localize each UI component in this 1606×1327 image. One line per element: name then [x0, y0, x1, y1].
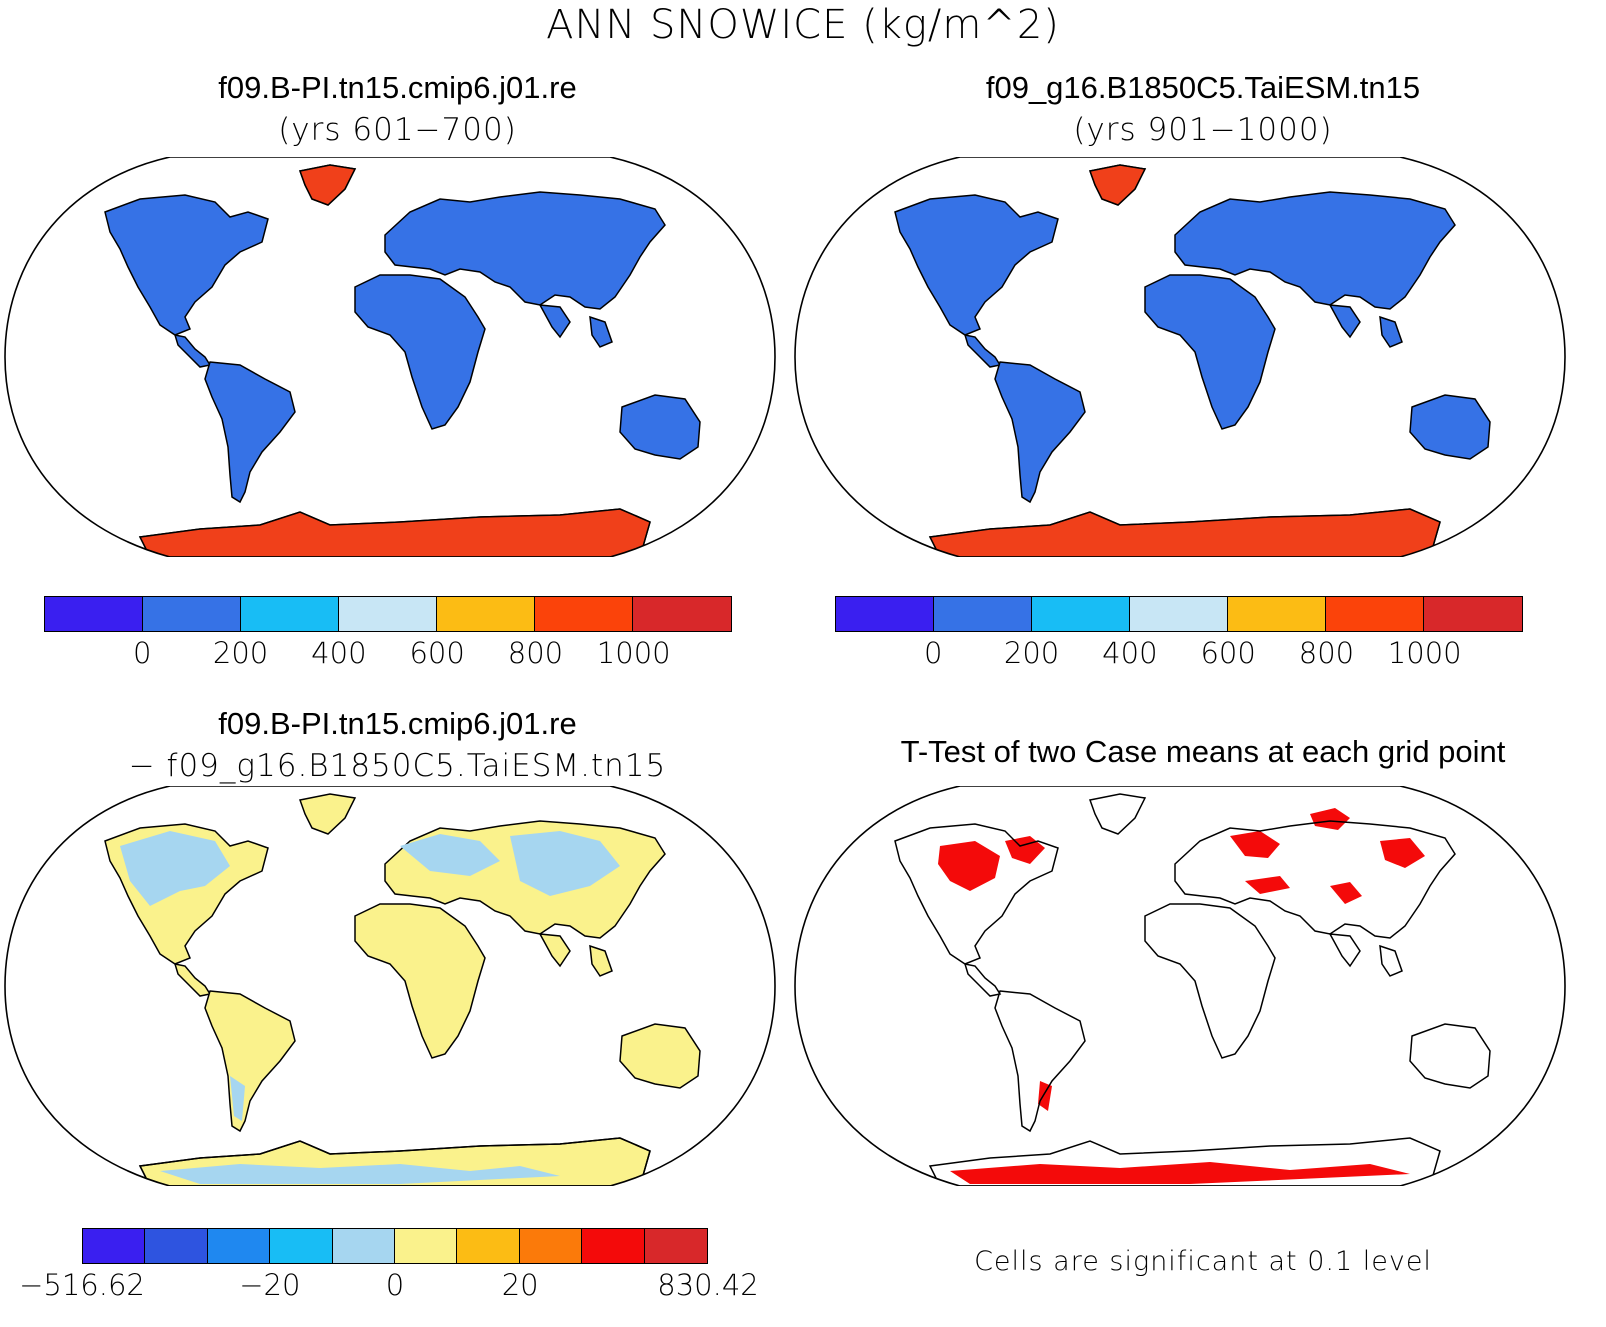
colorbar-swatch — [394, 1229, 458, 1263]
case2-map — [794, 157, 1566, 557]
colorbar-swatch — [582, 1229, 645, 1263]
ttest-map — [794, 786, 1566, 1186]
colorbar-tick-label: 830.42 — [657, 1268, 759, 1302]
diff-subtitle: − f09_g16.B1850C5.TaiESM.tn15 — [128, 748, 667, 784]
case1-map — [4, 157, 776, 557]
colorbar-tick-label: 1000 — [596, 636, 671, 670]
colorbar-tick-label: 20 — [501, 1268, 539, 1302]
colorbar-tick-label: 0 — [385, 1268, 405, 1302]
colorbar-tick-label: 0 — [924, 636, 943, 670]
colorbar-tick-label: 800 — [507, 636, 564, 670]
colorbar-swatch — [1424, 597, 1522, 631]
significance-note: Cells are significant at 0.1 level — [974, 1246, 1432, 1277]
colorbar-swatch — [270, 1229, 333, 1263]
colorbar-swatch — [143, 597, 241, 631]
colorbar-swatch — [633, 597, 731, 631]
colorbar-swatch — [332, 1229, 395, 1263]
colorbar-case1-ticks: 0 200 400 600 800 1000 — [0, 636, 800, 676]
colorbar-swatch — [836, 597, 934, 631]
colorbar-swatch — [1326, 597, 1424, 631]
colorbar-case2-ticks: 0 200 400 600 800 1000 — [0, 636, 1606, 676]
colorbar-swatch — [437, 597, 535, 631]
colorbar-tick-label: 600 — [409, 636, 465, 670]
colorbar-tick-label: 1000 — [1387, 636, 1462, 670]
colorbar-tick-label: 400 — [1102, 636, 1158, 670]
colorbar-tick-label: 200 — [1003, 636, 1060, 670]
colorbar-swatch — [535, 597, 633, 631]
case1-title: f09.B-PI.tn15.cmip6.j01.re — [218, 70, 577, 105]
colorbar-swatch — [1130, 597, 1228, 631]
colorbar-swatch — [457, 1229, 520, 1263]
colorbar-swatch — [207, 1229, 271, 1263]
colorbar-tick-label: −516.62 — [19, 1268, 145, 1302]
colorbar-diff-ticks: −516.62 −20 0 20 830.42 — [0, 1268, 800, 1308]
colorbar-swatch — [1032, 597, 1130, 631]
case2-years: (yrs 901−1000) — [1073, 112, 1333, 148]
ttest-title: T-Test of two Case means at each grid po… — [900, 734, 1506, 769]
colorbar-swatch — [519, 1229, 583, 1263]
colorbar-swatch — [339, 597, 437, 631]
colorbar-swatch — [241, 597, 339, 631]
colorbar-tick-label: 200 — [212, 636, 269, 670]
colorbar-tick-label: 400 — [311, 636, 367, 670]
colorbar-swatch — [934, 597, 1032, 631]
case2-title: f09_g16.B1850C5.TaiESM.tn15 — [985, 70, 1421, 105]
diff-map — [4, 786, 776, 1186]
colorbar-swatch — [45, 597, 143, 631]
colorbar-diff — [82, 1228, 708, 1264]
colorbar-swatch — [644, 1229, 707, 1263]
diff-title: f09.B-PI.tn15.cmip6.j01.re — [218, 706, 577, 741]
case1-years: (yrs 601−700) — [278, 112, 517, 148]
colorbar-tick-label: −20 — [239, 1268, 301, 1302]
colorbar-tick-label: 600 — [1200, 636, 1256, 670]
colorbar-case1 — [44, 596, 732, 632]
figure-title: ANN SNOWICE (kg/m^2) — [546, 2, 1060, 48]
colorbar-tick-label: 800 — [1298, 636, 1355, 670]
colorbar-swatch — [83, 1229, 146, 1263]
colorbar-swatch — [1228, 597, 1326, 631]
colorbar-case2 — [835, 596, 1523, 632]
colorbar-tick-label: 0 — [133, 636, 152, 670]
colorbar-swatch — [145, 1229, 208, 1263]
